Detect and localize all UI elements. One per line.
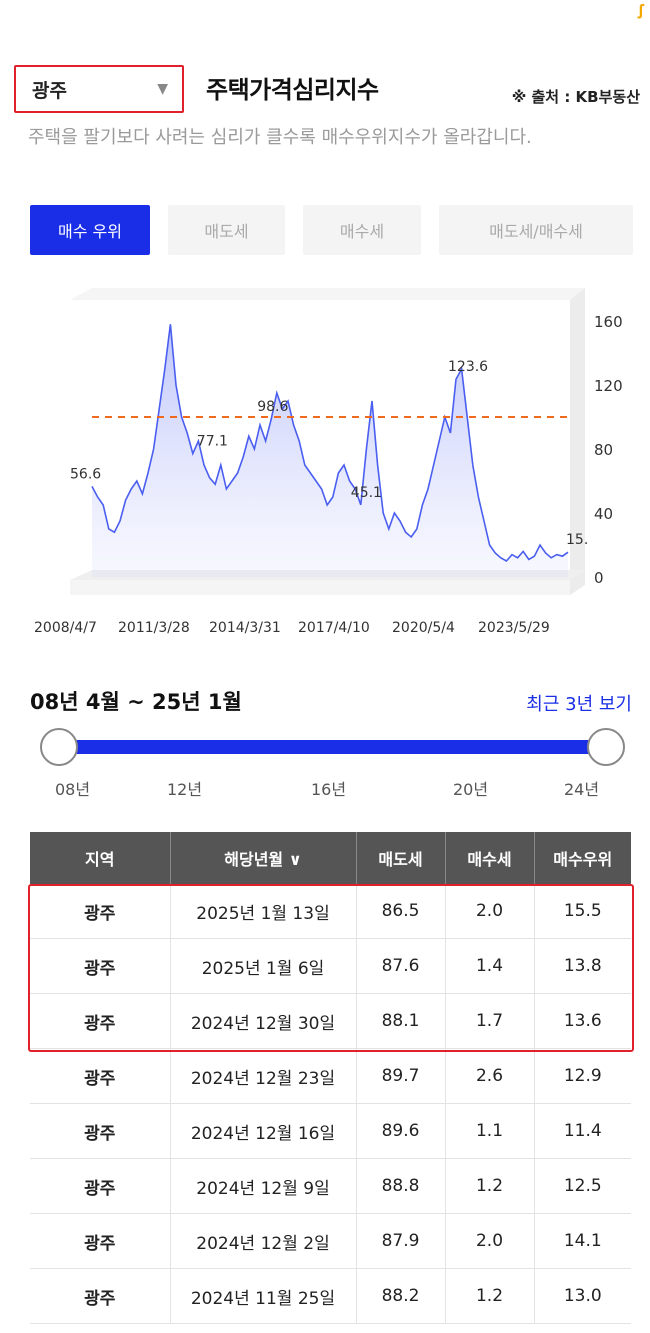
y-tick-label: 120 bbox=[594, 377, 623, 395]
description-text: 주택을 팔기보다 사려는 심리가 클수록 매수우위지수가 올라갑니다. bbox=[28, 127, 532, 148]
cell-advantage: 12.5 bbox=[534, 1158, 631, 1214]
table-row: 광주 2024년 11월 25일 88.2 1.2 13.0 bbox=[30, 1268, 631, 1324]
source-label: ※ 출처 : KB부동산 bbox=[511, 88, 640, 106]
table-row: 광주 2025년 1월 13일 86.5 2.0 15.5 bbox=[30, 884, 631, 939]
page-title: 주택가격심리지수 bbox=[206, 76, 379, 104]
x-tick-label: 2023/5/29 bbox=[478, 620, 550, 636]
table-header-row: 지역 해당년월 ∨ 매도세 매수세 매수우위 bbox=[30, 832, 631, 884]
table-row: 광주 2024년 12월 30일 88.1 1.7 13.6 bbox=[30, 993, 631, 1049]
cell-date: 2024년 12월 23일 bbox=[170, 1048, 357, 1104]
cell-region: 광주 bbox=[30, 1103, 171, 1159]
cell-buy: 1.7 bbox=[445, 993, 535, 1049]
cell-sell: 89.6 bbox=[356, 1103, 446, 1159]
recent-3-years-link[interactable]: 최근 3년 보기 bbox=[526, 694, 632, 715]
cell-sell: 89.7 bbox=[356, 1048, 446, 1104]
price-sentiment-chart: 0 40 80 120 160 2008/4/7 2011/3/28 2014/3/31 201… bbox=[34, 288, 623, 636]
range-label: 08년 4월 ~ 25년 1월 bbox=[30, 690, 242, 714]
slider-ticks: 08년 12년 16년 20년 24년 bbox=[0, 776, 650, 800]
slider-end-handle[interactable] bbox=[587, 728, 625, 766]
x-tick-label: 2011/3/28 bbox=[118, 620, 190, 636]
cell-advantage: 13.0 bbox=[534, 1268, 631, 1324]
cell-region: 광주 bbox=[30, 993, 171, 1049]
cell-date: 2024년 12월 9일 bbox=[170, 1158, 357, 1214]
slider-start-handle[interactable] bbox=[40, 728, 78, 766]
cell-buy: 1.1 bbox=[445, 1103, 535, 1159]
table-row: 광주 2024년 12월 9일 88.8 1.2 12.5 bbox=[30, 1158, 631, 1214]
table-row: 광주 2025년 1월 6일 87.6 1.4 13.8 bbox=[30, 938, 631, 994]
y-tick-label: 160 bbox=[594, 313, 623, 331]
cell-advantage: 14.1 bbox=[534, 1213, 631, 1269]
cell-sell: 86.5 bbox=[356, 884, 446, 939]
dropdown-arrow-icon: ▼ bbox=[157, 81, 168, 97]
tab-sell[interactable]: 매도세 bbox=[168, 205, 285, 255]
cell-region: 광주 bbox=[30, 938, 171, 994]
cell-region: 광주 bbox=[30, 1268, 171, 1324]
region-select[interactable]: 광주 ▼ bbox=[14, 65, 184, 113]
data-label: 77.1 bbox=[197, 434, 228, 450]
cell-buy: 1.4 bbox=[445, 938, 535, 994]
corner-glyph-icon: ꭍ bbox=[637, 2, 644, 23]
data-label: 123.6 bbox=[448, 359, 488, 375]
slider-tick: 24년 bbox=[564, 780, 600, 799]
cell-region: 광주 bbox=[30, 1158, 171, 1214]
data-label: 56.6 bbox=[70, 466, 101, 482]
y-tick-label: 0 bbox=[594, 569, 604, 587]
data-label: 45.1 bbox=[351, 485, 382, 501]
cell-date: 2025년 1월 13일 bbox=[170, 884, 357, 939]
cell-advantage: 15.5 bbox=[534, 884, 631, 939]
cell-sell: 88.8 bbox=[356, 1158, 446, 1214]
table-row: 광주 2024년 12월 16일 89.6 1.1 11.4 bbox=[30, 1103, 631, 1159]
slider-tick: 08년 bbox=[55, 780, 91, 799]
tab-buy[interactable]: 매수세 bbox=[303, 205, 421, 255]
tab-buy-advantage[interactable]: 매수 우위 bbox=[30, 205, 150, 255]
cell-buy: 1.2 bbox=[445, 1268, 535, 1324]
cell-buy: 2.6 bbox=[445, 1048, 535, 1104]
col-date-header[interactable]: 해당년월 ∨ bbox=[170, 832, 357, 884]
col-region-header[interactable]: 지역 bbox=[30, 832, 171, 884]
cell-buy: 2.0 bbox=[445, 1213, 535, 1269]
region-select-value: 광주 bbox=[32, 79, 67, 102]
slider-tick: 12년 bbox=[167, 780, 203, 799]
slider-track bbox=[62, 740, 603, 754]
cell-date: 2025년 1월 6일 bbox=[170, 938, 357, 994]
cell-buy: 2.0 bbox=[445, 884, 535, 939]
cell-advantage: 13.8 bbox=[534, 938, 631, 994]
cell-date: 2024년 12월 2일 bbox=[170, 1213, 357, 1269]
table-row: 광주 2024년 12월 23일 89.7 2.6 12.9 bbox=[30, 1048, 631, 1104]
data-label: 98.6 bbox=[257, 399, 288, 415]
chart-series-line bbox=[91, 324, 569, 563]
col-buy-header[interactable]: 매수세 bbox=[445, 832, 535, 884]
cell-sell: 87.6 bbox=[356, 938, 446, 994]
x-tick-label: 2017/4/10 bbox=[298, 620, 370, 636]
cell-region: 광주 bbox=[30, 1213, 171, 1269]
chart-area-fill bbox=[92, 324, 568, 577]
cell-advantage: 13.6 bbox=[534, 993, 631, 1049]
cell-date: 2024년 11월 25일 bbox=[170, 1268, 357, 1324]
year-range-slider[interactable] bbox=[40, 728, 625, 768]
x-tick-label: 2014/3/31 bbox=[209, 620, 281, 636]
cell-region: 광주 bbox=[30, 884, 171, 939]
cell-region: 광주 bbox=[30, 1048, 171, 1104]
tab-sell-buy[interactable]: 매도세/매수세 bbox=[439, 205, 633, 255]
y-tick-label: 80 bbox=[594, 441, 613, 459]
col-sell-header[interactable]: 매도세 bbox=[356, 832, 446, 884]
sentiment-table: 지역 해당년월 ∨ 매도세 매수세 매수우위 광주 2025년 1월 13일 86.… bbox=[30, 832, 631, 1324]
cell-sell: 88.2 bbox=[356, 1268, 446, 1324]
cell-advantage: 11.4 bbox=[534, 1103, 631, 1159]
cell-sell: 88.1 bbox=[356, 993, 446, 1049]
cell-advantage: 12.9 bbox=[534, 1048, 631, 1104]
cell-buy: 1.2 bbox=[445, 1158, 535, 1214]
cell-date: 2024년 12월 16일 bbox=[170, 1103, 357, 1159]
y-tick-label: 40 bbox=[594, 505, 613, 523]
x-tick-label: 2020/5/4 bbox=[392, 620, 455, 636]
slider-tick: 16년 bbox=[311, 780, 347, 799]
table-row: 광주 2024년 12월 2일 87.9 2.0 14.1 bbox=[30, 1213, 631, 1269]
cell-sell: 87.9 bbox=[356, 1213, 446, 1269]
slider-tick: 20년 bbox=[453, 780, 489, 799]
x-tick-label: 2008/4/7 bbox=[34, 620, 97, 636]
chart-tabs: 매수 우위 매도세 매수세 매도세/매수세 bbox=[30, 205, 633, 255]
data-label: 15. bbox=[566, 532, 588, 548]
cell-date: 2024년 12월 30일 bbox=[170, 993, 357, 1049]
col-advantage-header[interactable]: 매수우위 bbox=[534, 832, 631, 884]
